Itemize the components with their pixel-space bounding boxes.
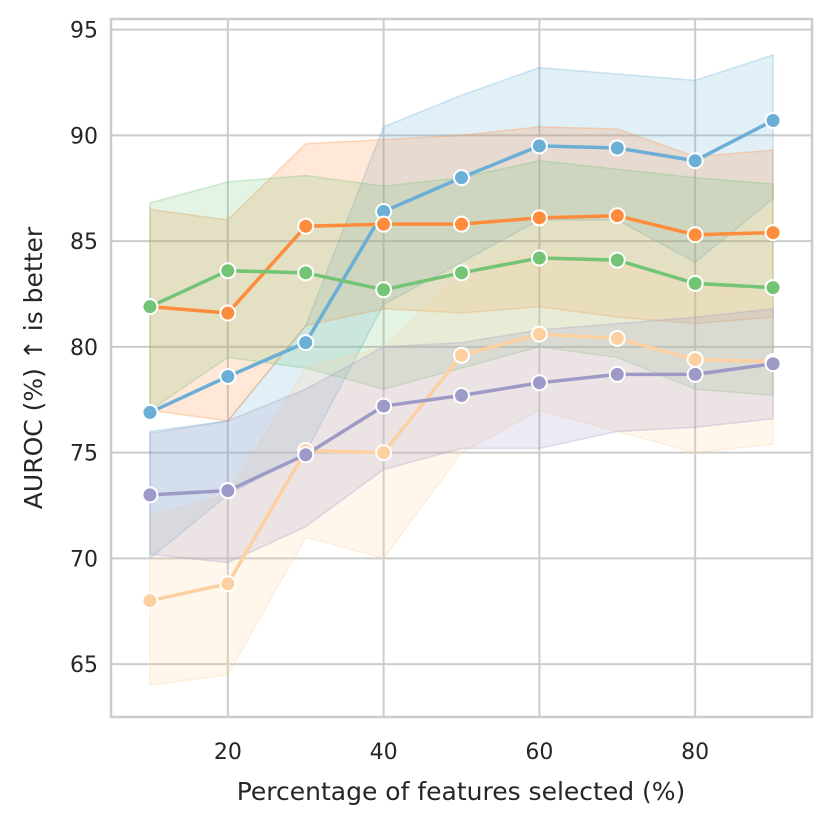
x-tick-label: 20 xyxy=(214,740,242,765)
point-blue xyxy=(686,152,704,170)
series-markers xyxy=(141,112,782,610)
y-tick-label: 95 xyxy=(70,19,98,44)
grid-lines xyxy=(111,19,812,717)
point-purple xyxy=(141,486,159,504)
point-orange xyxy=(530,209,548,227)
point-orange xyxy=(764,224,782,242)
point-green xyxy=(608,251,626,269)
point-green xyxy=(764,279,782,297)
point-blue xyxy=(453,169,470,187)
point-purple xyxy=(375,397,393,415)
y-tick-label: 90 xyxy=(70,124,98,149)
point-blue xyxy=(608,139,626,157)
point-green xyxy=(530,249,548,267)
y-tick-label: 65 xyxy=(70,653,98,678)
point-green xyxy=(141,298,159,316)
point-purple xyxy=(686,365,704,383)
point-blue xyxy=(219,367,237,385)
point-peach xyxy=(219,575,237,593)
point-peach xyxy=(686,351,704,369)
point-blue xyxy=(141,403,159,421)
x-axis-label: Percentage of features selected (%) xyxy=(237,777,686,806)
point-green xyxy=(686,274,704,292)
y-axis-label: AUROC (%) ↑ is better xyxy=(19,226,48,509)
point-purple xyxy=(764,355,782,373)
point-purple xyxy=(608,365,626,383)
plot-frame xyxy=(109,17,814,719)
band-peach xyxy=(149,250,774,687)
point-purple xyxy=(219,482,237,500)
y-tick-label: 70 xyxy=(70,547,98,572)
point-peach xyxy=(530,325,548,343)
y-tick-label: 75 xyxy=(70,442,98,467)
point-orange xyxy=(297,217,315,235)
point-peach xyxy=(453,346,470,364)
point-orange xyxy=(608,207,626,225)
y-tick-labels: 65 70 75 80 85 90 95 xyxy=(70,19,98,679)
point-blue xyxy=(297,334,315,352)
x-tick-label: 60 xyxy=(525,740,553,765)
point-blue xyxy=(530,137,548,155)
point-green xyxy=(375,281,393,299)
y-tick-label: 85 xyxy=(70,230,98,255)
point-purple xyxy=(530,374,548,392)
point-purple xyxy=(453,386,470,404)
point-orange xyxy=(686,226,704,244)
point-orange xyxy=(219,304,237,322)
point-peach xyxy=(375,444,393,462)
point-green xyxy=(219,262,237,280)
point-green xyxy=(297,264,315,282)
x-tick-label: 80 xyxy=(681,740,709,765)
point-blue xyxy=(764,112,782,130)
point-purple xyxy=(297,446,315,464)
x-tick-labels: 20 40 60 80 xyxy=(214,740,709,765)
point-orange xyxy=(453,215,470,233)
x-tick-label: 40 xyxy=(370,740,398,765)
point-peach xyxy=(141,592,159,610)
point-green xyxy=(453,264,470,282)
point-orange xyxy=(375,215,393,233)
point-peach xyxy=(608,329,626,347)
y-tick-label: 80 xyxy=(70,336,98,361)
